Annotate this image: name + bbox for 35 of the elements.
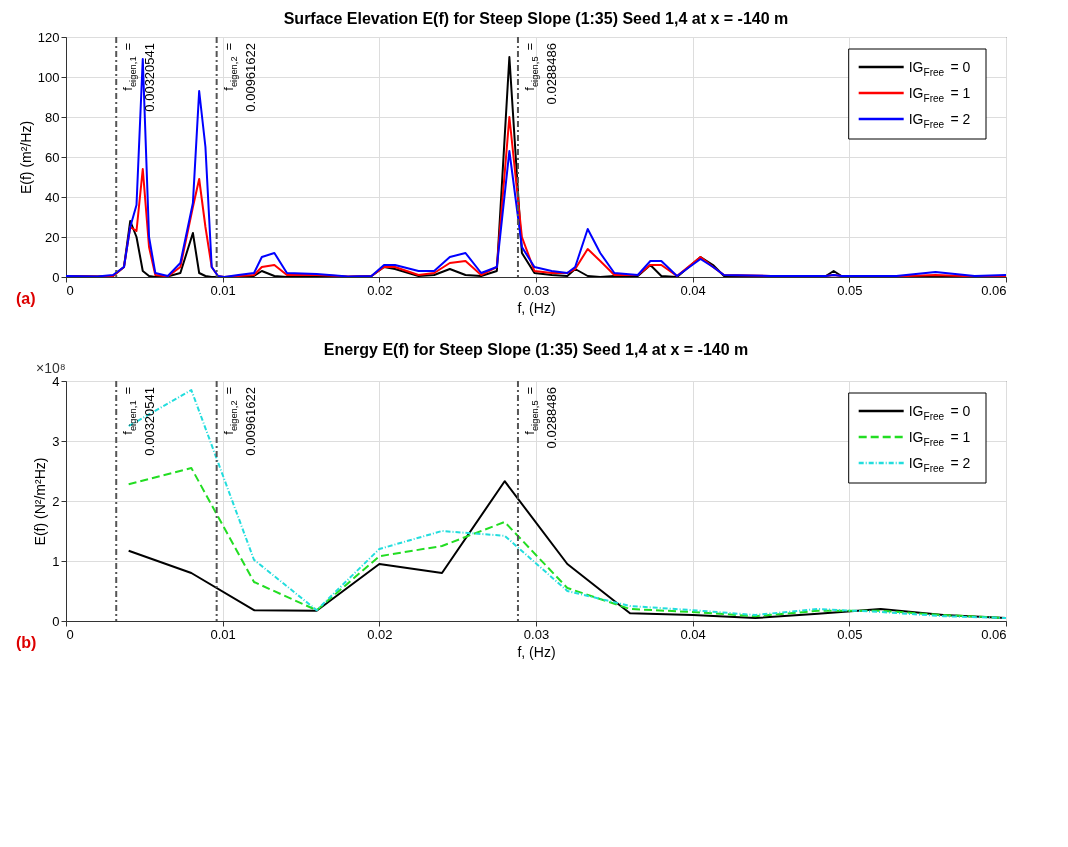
y-tick-label: 3 <box>52 433 60 449</box>
y-tick-label: 4 <box>52 373 60 389</box>
chart-title: Surface Elevation E(f) for Steep Slope (1:35) Seed 1,4 at x = -140 m <box>283 10 789 27</box>
y-axis-title: E(f) (m²/Hz) <box>17 120 34 195</box>
x-tick-label: 0.04 <box>680 282 706 298</box>
x-tick-label: 0.01 <box>210 626 236 642</box>
x-tick-label: 0.05 <box>837 626 863 642</box>
x-tick-label: 0.02 <box>367 626 393 642</box>
x-axis-title: f, (Hz) <box>517 299 556 316</box>
text: ×10⁸ <box>36 360 66 376</box>
x-tick-label: 0.06 <box>981 282 1007 298</box>
x-tick-label: 0.05 <box>837 282 863 298</box>
y-tick-label: 0 <box>52 269 60 285</box>
y-tick-label: 120 <box>37 29 60 45</box>
x-tick-label: 0.03 <box>523 282 550 298</box>
text: (a) <box>16 290 36 307</box>
y-tick-label: 40 <box>45 189 60 205</box>
y-tick-label: 2 <box>52 493 60 509</box>
y-tick-label: 0 <box>52 613 60 629</box>
text: (b) <box>16 634 37 651</box>
x-tick-label: 0.04 <box>680 626 706 642</box>
y-tick-label: 100 <box>37 69 60 85</box>
x-tick-label: 0.06 <box>981 626 1007 642</box>
y-tick-label: 20 <box>45 229 60 245</box>
x-tick-label: 0.03 <box>523 626 550 642</box>
y-tick-label: 80 <box>45 109 60 125</box>
y-axis-title: E(f) (N²/m²Hz) <box>32 457 49 546</box>
x-axis-title: f, (Hz) <box>517 643 556 660</box>
chart-title: Energy E(f) for Steep Slope (1:35) Seed 1,4 at x = -140 m <box>323 341 749 358</box>
x-tick-label: 0 <box>66 626 74 642</box>
x-tick-label: 0 <box>66 282 74 298</box>
y-tick-label: 60 <box>45 149 60 165</box>
x-tick-label: 0.02 <box>367 282 393 298</box>
y-tick-label: 1 <box>52 553 60 569</box>
x-tick-label: 0.01 <box>210 282 236 298</box>
